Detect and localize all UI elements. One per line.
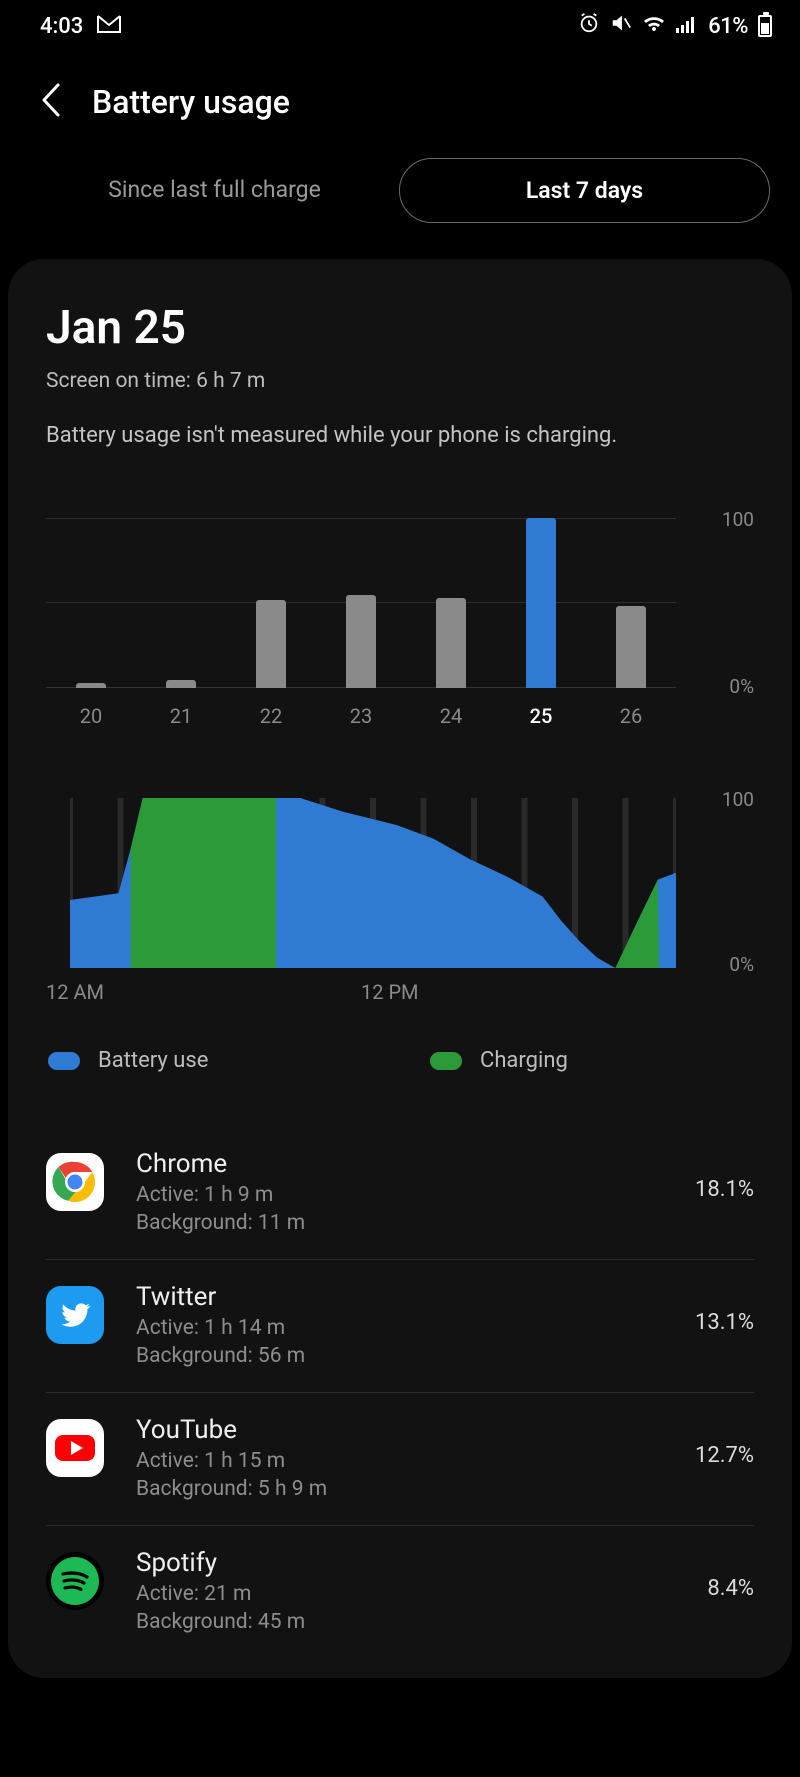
bar-day[interactable] [436, 598, 466, 688]
twitter-icon [46, 1286, 104, 1344]
bar-y-label-top: 100 [722, 508, 754, 531]
app-usage-list: Chrome Active: 1 h 9 m Background: 11 m 18.… [46, 1127, 754, 1658]
bar-day-label: 24 [406, 704, 496, 728]
app-active: Active: 1 h 15 m [136, 1449, 663, 1473]
bar-day[interactable] [256, 600, 286, 688]
bar-day-label: 21 [136, 704, 226, 728]
bar-day-label: 26 [586, 704, 676, 728]
screen-on-time: Screen on time: 6 h 7 m [46, 369, 754, 393]
tab-last-7-days[interactable]: Last 7 days [399, 158, 770, 223]
chrome-icon [46, 1153, 104, 1211]
app-name: YouTube [136, 1415, 663, 1445]
chart-legend: Battery use Charging [46, 1018, 754, 1083]
app-header: Battery usage [0, 60, 800, 158]
usage-card: Jan 25 Screen on time: 6 h 7 m Battery u… [8, 259, 792, 1678]
legend-battery: Battery use [48, 1048, 370, 1073]
wifi-icon [642, 13, 666, 39]
status-time: 4:03 [40, 14, 83, 39]
app-pct: 12.7% [695, 1415, 754, 1468]
app-row[interactable]: YouTube Active: 1 h 15 m Background: 5 h 9… [46, 1392, 754, 1525]
app-background: Background: 11 m [136, 1211, 663, 1235]
weekly-bar-chart[interactable]: 100 0% 20212223242526 [46, 518, 754, 728]
app-pct: 8.4% [707, 1548, 754, 1601]
bar-day[interactable] [616, 606, 646, 688]
app-pct: 18.1% [695, 1149, 754, 1202]
app-name: Chrome [136, 1149, 663, 1179]
status-battery-pct: 61% [708, 14, 748, 39]
app-active: Active: 21 m [136, 1582, 675, 1606]
bar-day-label: 23 [316, 704, 406, 728]
battery-icon [758, 15, 772, 37]
status-bar: 4:03 61% [0, 0, 800, 60]
area-x-label-start: 12 AM [46, 980, 361, 1004]
page-title: Battery usage [92, 83, 290, 121]
date-heading: Jan 25 [46, 301, 754, 355]
tab-since-charge[interactable]: Since last full charge [30, 158, 399, 223]
app-row[interactable]: Twitter Active: 1 h 14 m Background: 56 m 1… [46, 1259, 754, 1392]
tab-bar: Since last full charge Last 7 days [0, 158, 800, 249]
app-background: Background: 45 m [136, 1610, 675, 1634]
bar-day[interactable] [76, 683, 106, 688]
app-row[interactable]: Chrome Active: 1 h 9 m Background: 11 m 18.… [46, 1127, 754, 1259]
bar-y-label-bottom: 0% [729, 675, 754, 698]
bar-day[interactable] [166, 680, 196, 689]
charging-note: Battery usage isn't measured while your … [46, 423, 754, 448]
bar-day-label: 22 [226, 704, 316, 728]
area-y-label-bottom: 0% [729, 953, 754, 976]
bar-day-label: 20 [46, 704, 136, 728]
legend-charging: Charging [430, 1048, 752, 1073]
area-x-label-mid: 12 PM [361, 980, 676, 1004]
app-background: Background: 5 h 9 m [136, 1477, 663, 1501]
app-active: Active: 1 h 14 m [136, 1316, 663, 1340]
daily-area-chart[interactable]: 100 0% 12 AM 12 PM [46, 798, 754, 1018]
legend-battery-swatch [48, 1052, 80, 1070]
youtube-icon [46, 1419, 104, 1477]
gmail-icon [97, 14, 121, 39]
bar-day[interactable] [526, 518, 556, 688]
spotify-icon [46, 1552, 104, 1610]
bar-day[interactable] [346, 595, 376, 689]
back-icon[interactable] [38, 80, 64, 124]
area-y-label-top: 100 [722, 788, 754, 811]
app-active: Active: 1 h 9 m [136, 1183, 663, 1207]
app-pct: 13.1% [695, 1282, 754, 1335]
app-name: Spotify [136, 1548, 675, 1578]
bar-day-label: 25 [496, 704, 586, 728]
app-name: Twitter [136, 1282, 663, 1312]
mute-icon [610, 12, 632, 40]
alarm-icon [578, 12, 600, 40]
app-row[interactable]: Spotify Active: 21 m Background: 45 m 8.4% [46, 1525, 754, 1658]
signal-icon [676, 14, 698, 39]
legend-charging-swatch [430, 1052, 462, 1070]
app-background: Background: 56 m [136, 1344, 663, 1368]
